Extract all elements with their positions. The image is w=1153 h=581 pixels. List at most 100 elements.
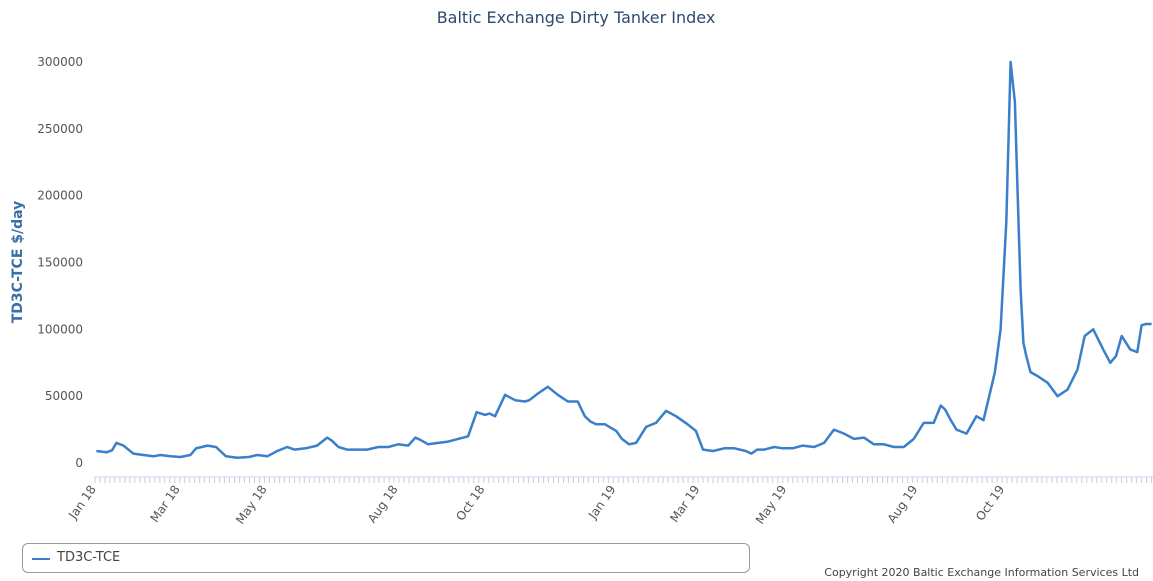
data-point[interactable] [293,449,295,451]
data-point[interactable] [105,451,107,453]
data-point[interactable] [326,437,328,439]
data-point[interactable] [1022,342,1024,344]
data-point[interactable] [863,437,865,439]
data-point[interactable] [547,386,549,388]
data-point[interactable] [567,401,569,403]
data-point[interactable] [195,447,197,449]
data-point[interactable] [115,442,117,444]
data-point[interactable] [111,449,113,451]
data-point[interactable] [1017,195,1019,197]
data-point[interactable] [330,439,332,441]
data-point[interactable] [577,401,579,403]
data-point[interactable] [695,430,697,432]
data-point[interactable] [782,447,784,449]
data-point[interactable] [1010,61,1012,63]
data-point[interactable] [686,423,688,425]
data-point[interactable] [733,447,735,449]
data-point[interactable] [1084,335,1086,337]
data-point[interactable] [675,415,677,417]
data-point[interactable] [179,456,181,458]
data-point[interactable] [286,446,288,448]
data-point[interactable] [276,450,278,452]
data-point[interactable] [528,399,530,401]
data-point[interactable] [457,438,459,440]
data-point[interactable] [994,371,996,373]
data-point[interactable] [983,419,985,421]
data-point[interactable] [170,455,172,457]
data-point[interactable] [215,446,217,448]
data-point[interactable] [356,449,358,451]
data-point[interactable] [590,421,592,423]
data-point[interactable] [635,442,637,444]
data-point[interactable] [1148,323,1150,325]
data-point[interactable] [484,414,486,416]
data-point[interactable] [1077,368,1079,370]
data-point[interactable] [988,395,990,397]
data-point[interactable] [1102,348,1104,350]
data-point[interactable] [514,399,516,401]
data-point[interactable] [645,426,647,428]
data-point[interactable] [966,433,968,435]
data-point[interactable] [763,449,765,451]
data-point[interactable] [1092,328,1094,330]
data-point[interactable] [750,453,752,455]
data-point[interactable] [1136,351,1138,353]
data-point[interactable] [1014,101,1016,103]
data-point[interactable] [427,443,429,445]
data-point[interactable] [665,410,667,412]
data-point[interactable] [584,415,586,417]
data-point[interactable] [256,454,258,456]
data-point[interactable] [595,423,597,425]
data-point[interactable] [1037,375,1039,377]
data-point[interactable] [621,438,623,440]
data-point[interactable] [933,422,935,424]
data-point[interactable] [504,394,506,396]
data-point[interactable] [833,429,835,431]
data-point[interactable] [1151,323,1153,325]
data-point[interactable] [975,415,977,417]
data-point[interactable] [756,449,758,451]
data-point[interactable] [1030,371,1032,373]
data-point[interactable] [437,442,439,444]
data-point[interactable] [1121,335,1123,337]
data-point[interactable] [377,446,379,448]
data-point[interactable] [557,394,559,396]
data-point[interactable] [420,439,422,441]
data-point[interactable] [1115,355,1117,357]
data-point[interactable] [1000,328,1002,330]
data-point[interactable] [1005,221,1007,223]
data-point[interactable] [346,449,348,451]
data-point[interactable] [1109,362,1111,364]
data-point[interactable] [537,393,539,395]
data-point[interactable] [1145,323,1147,325]
data-point[interactable] [712,450,714,452]
data-point[interactable] [488,413,490,415]
data-point[interactable] [745,450,747,452]
data-point[interactable] [944,409,946,411]
data-point[interactable] [702,449,704,451]
data-point[interactable] [366,449,368,451]
data-point[interactable] [123,445,125,447]
data-point[interactable] [843,433,845,435]
legend-item-label[interactable]: TD3C-TCE [57,550,121,565]
data-point[interactable] [1129,348,1131,350]
data-point[interactable] [913,438,915,440]
data-point[interactable] [152,455,154,457]
data-point[interactable] [615,430,617,432]
data-point[interactable] [236,457,238,459]
data-point[interactable] [476,411,478,413]
data-point[interactable] [414,437,416,439]
legend[interactable]: TD3C-TCE [22,543,750,573]
data-point[interactable] [407,445,409,447]
data-point[interactable] [604,423,606,425]
data-point[interactable] [628,443,630,445]
data-point[interactable] [132,453,134,455]
data-point[interactable] [1025,355,1027,357]
data-point[interactable] [189,454,191,456]
data-point[interactable] [95,450,97,452]
data-point[interactable] [773,446,775,448]
data-point[interactable] [823,442,825,444]
data-point[interactable] [397,443,399,445]
data-point[interactable] [248,456,250,458]
data-point[interactable] [524,401,526,403]
